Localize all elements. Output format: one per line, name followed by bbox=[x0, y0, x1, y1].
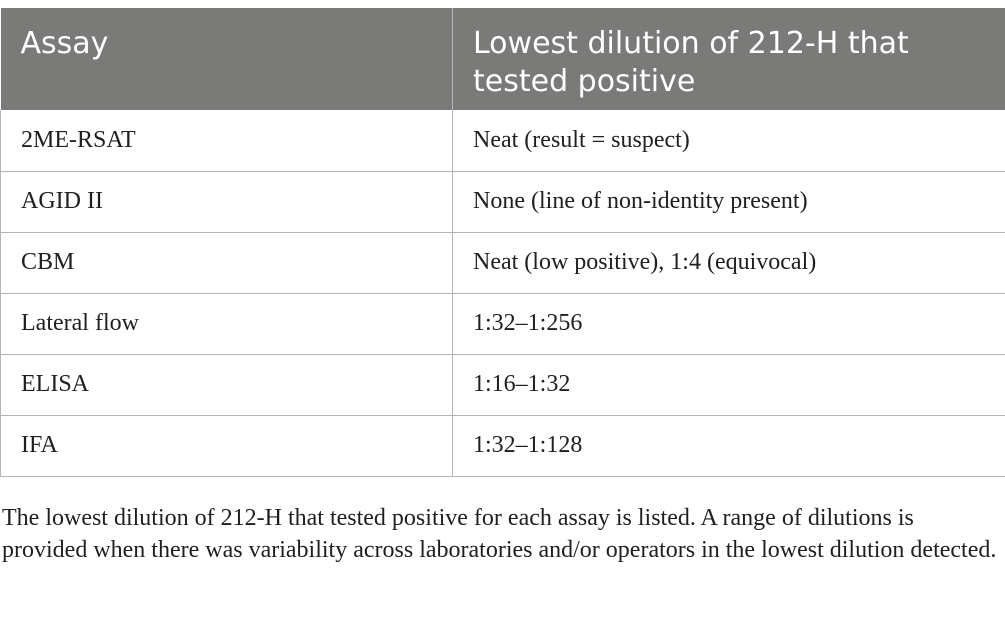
cell-dilution: 1:16–1:32 bbox=[452, 354, 1005, 416]
cell-assay: Lateral flow bbox=[0, 293, 453, 355]
table-row: ELISA 1:16–1:32 bbox=[0, 354, 1005, 416]
table-row: CBM Neat (low positive), 1:4 (equivocal) bbox=[0, 232, 1005, 294]
table-row: AGID II None (line of non-identity prese… bbox=[0, 171, 1005, 233]
cell-dilution: Neat (low positive), 1:4 (equivocal) bbox=[452, 232, 1005, 294]
table-body: 2ME-RSAT Neat (result = suspect) AGID II… bbox=[0, 110, 1005, 477]
header-assay: Assay bbox=[0, 8, 453, 110]
header-row: Assay Lowest dilution of 212-H that test… bbox=[0, 8, 1005, 110]
table-header: Assay Lowest dilution of 212-H that test… bbox=[0, 8, 1005, 110]
cell-dilution: Neat (result = suspect) bbox=[452, 110, 1005, 172]
assay-table: Assay Lowest dilution of 212-H that test… bbox=[0, 8, 1005, 477]
cell-assay: ELISA bbox=[0, 354, 453, 416]
cell-dilution: 1:32–1:128 bbox=[452, 415, 1005, 477]
cell-assay: IFA bbox=[0, 415, 453, 477]
cell-assay: AGID II bbox=[0, 171, 453, 233]
table-row: Lateral flow 1:32–1:256 bbox=[0, 293, 1005, 355]
cell-dilution: None (line of non-identity present) bbox=[452, 171, 1005, 233]
table-row: IFA 1:32–1:128 bbox=[0, 415, 1005, 477]
cell-assay: CBM bbox=[0, 232, 453, 294]
header-lowest-dilution: Lowest dilution of 212-H that tested pos… bbox=[452, 8, 1005, 110]
cell-assay: 2ME-RSAT bbox=[0, 110, 453, 172]
cell-dilution: 1:32–1:256 bbox=[452, 293, 1005, 355]
table-row: 2ME-RSAT Neat (result = suspect) bbox=[0, 110, 1005, 172]
table-footnote: The lowest dilution of 212-H that tested… bbox=[2, 505, 997, 563]
table-container: Assay Lowest dilution of 212-H that test… bbox=[0, 8, 1005, 477]
